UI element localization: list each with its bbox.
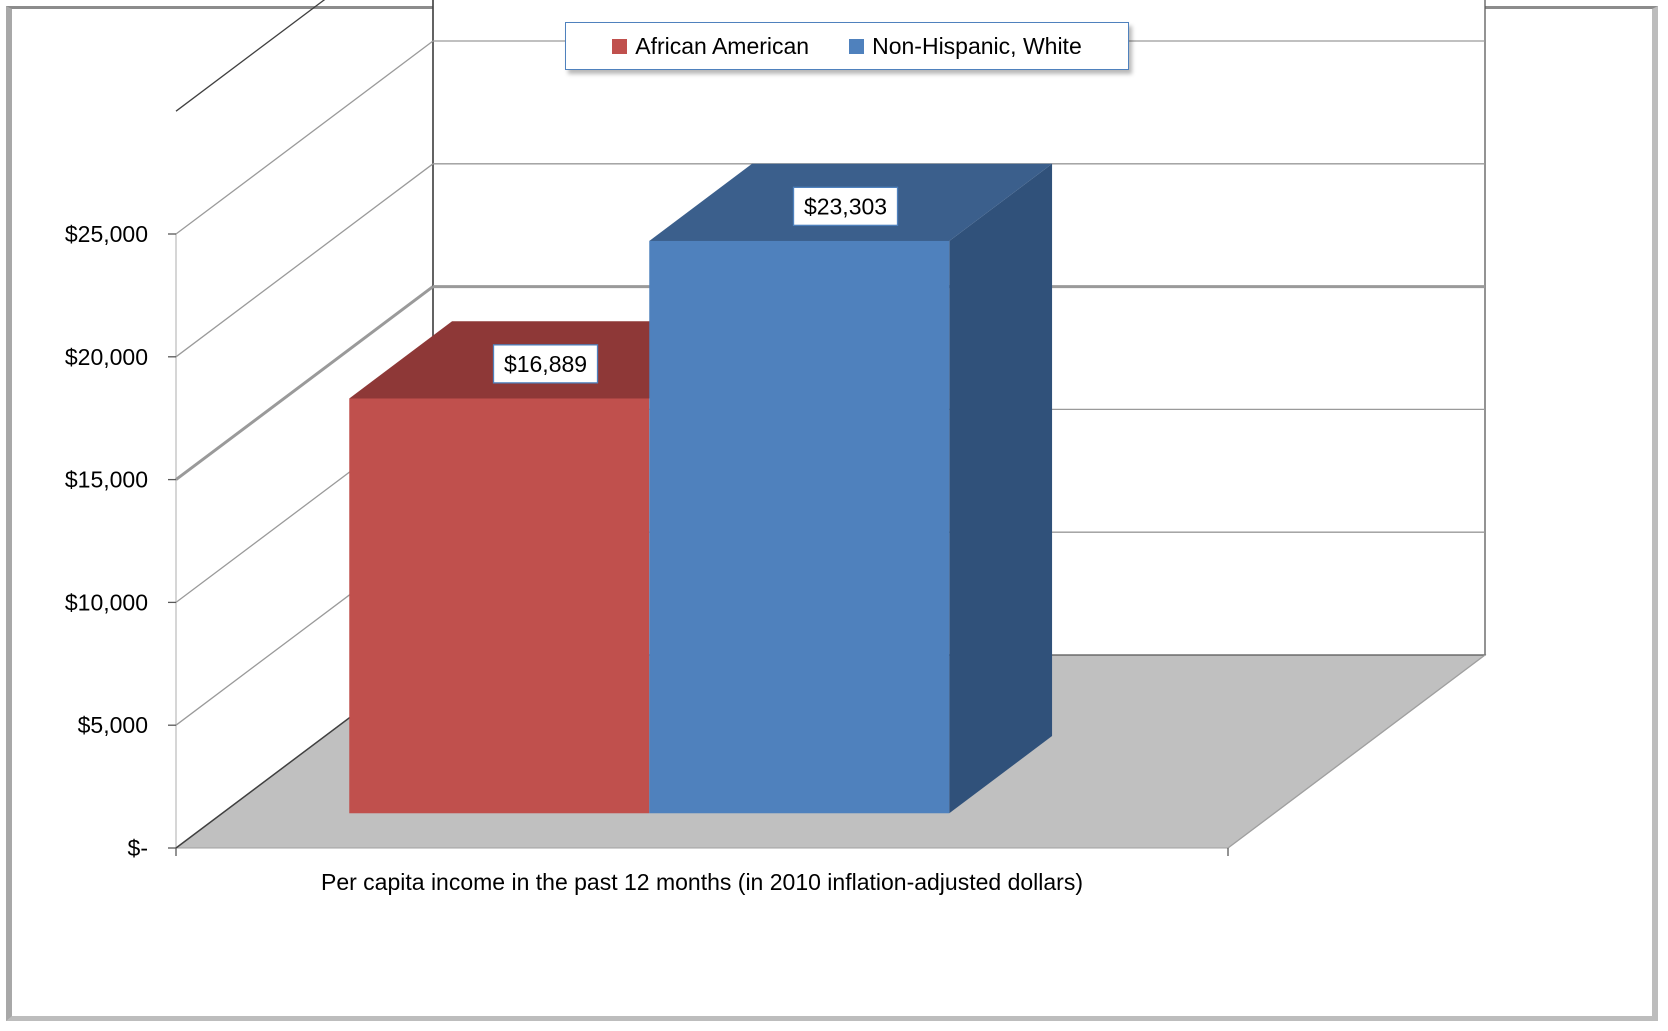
floor-right-edge <box>1227 654 1486 849</box>
bar-african-american <box>349 398 650 814</box>
y-tick-label: $25,000 <box>65 221 148 247</box>
y-tick-label: $- <box>128 835 148 861</box>
y-axis: $- $5,000 $10,000 $15,000 $20,000 $25,000 <box>65 221 176 861</box>
data-label-non-hispanic-white: $23,303 <box>804 193 887 219</box>
x-axis: Per capita income in the past 12 months … <box>175 848 1229 895</box>
y-tick-label: $5,000 <box>78 712 148 738</box>
bar-side-non-hispanic-white <box>949 163 1053 814</box>
x-category-label: Per capita income in the past 12 months … <box>321 869 1083 895</box>
data-label-box-non-hispanic-white <box>792 186 899 226</box>
bar-non-hispanic-white <box>649 240 950 814</box>
legend-label-african-american: African American <box>635 32 810 59</box>
gridline-left <box>175 163 434 358</box>
gridline-left <box>175 40 434 235</box>
y-tick-label: $20,000 <box>65 344 148 370</box>
y-tick-label: $15,000 <box>65 467 148 493</box>
y-tick-label: $10,000 <box>65 589 148 615</box>
legend-item-non-hispanic-white: Non-Hispanic, White <box>849 33 1082 60</box>
legend-item-african-american: African American <box>612 33 809 60</box>
gridline-left <box>175 0 326 112</box>
legend-label-non-hispanic-white: Non-Hispanic, White <box>872 32 1082 59</box>
data-label-box-african-american <box>492 344 599 384</box>
data-label-african-american: $16,889 <box>504 351 587 377</box>
legend-swatch-non-hispanic-white <box>849 38 865 54</box>
gridline-left <box>175 285 434 481</box>
legend: African American Non-Hispanic, White <box>565 22 1129 70</box>
bars: $16,889 $23,303 <box>349 163 1053 814</box>
legend-swatch-african-american <box>612 38 628 54</box>
